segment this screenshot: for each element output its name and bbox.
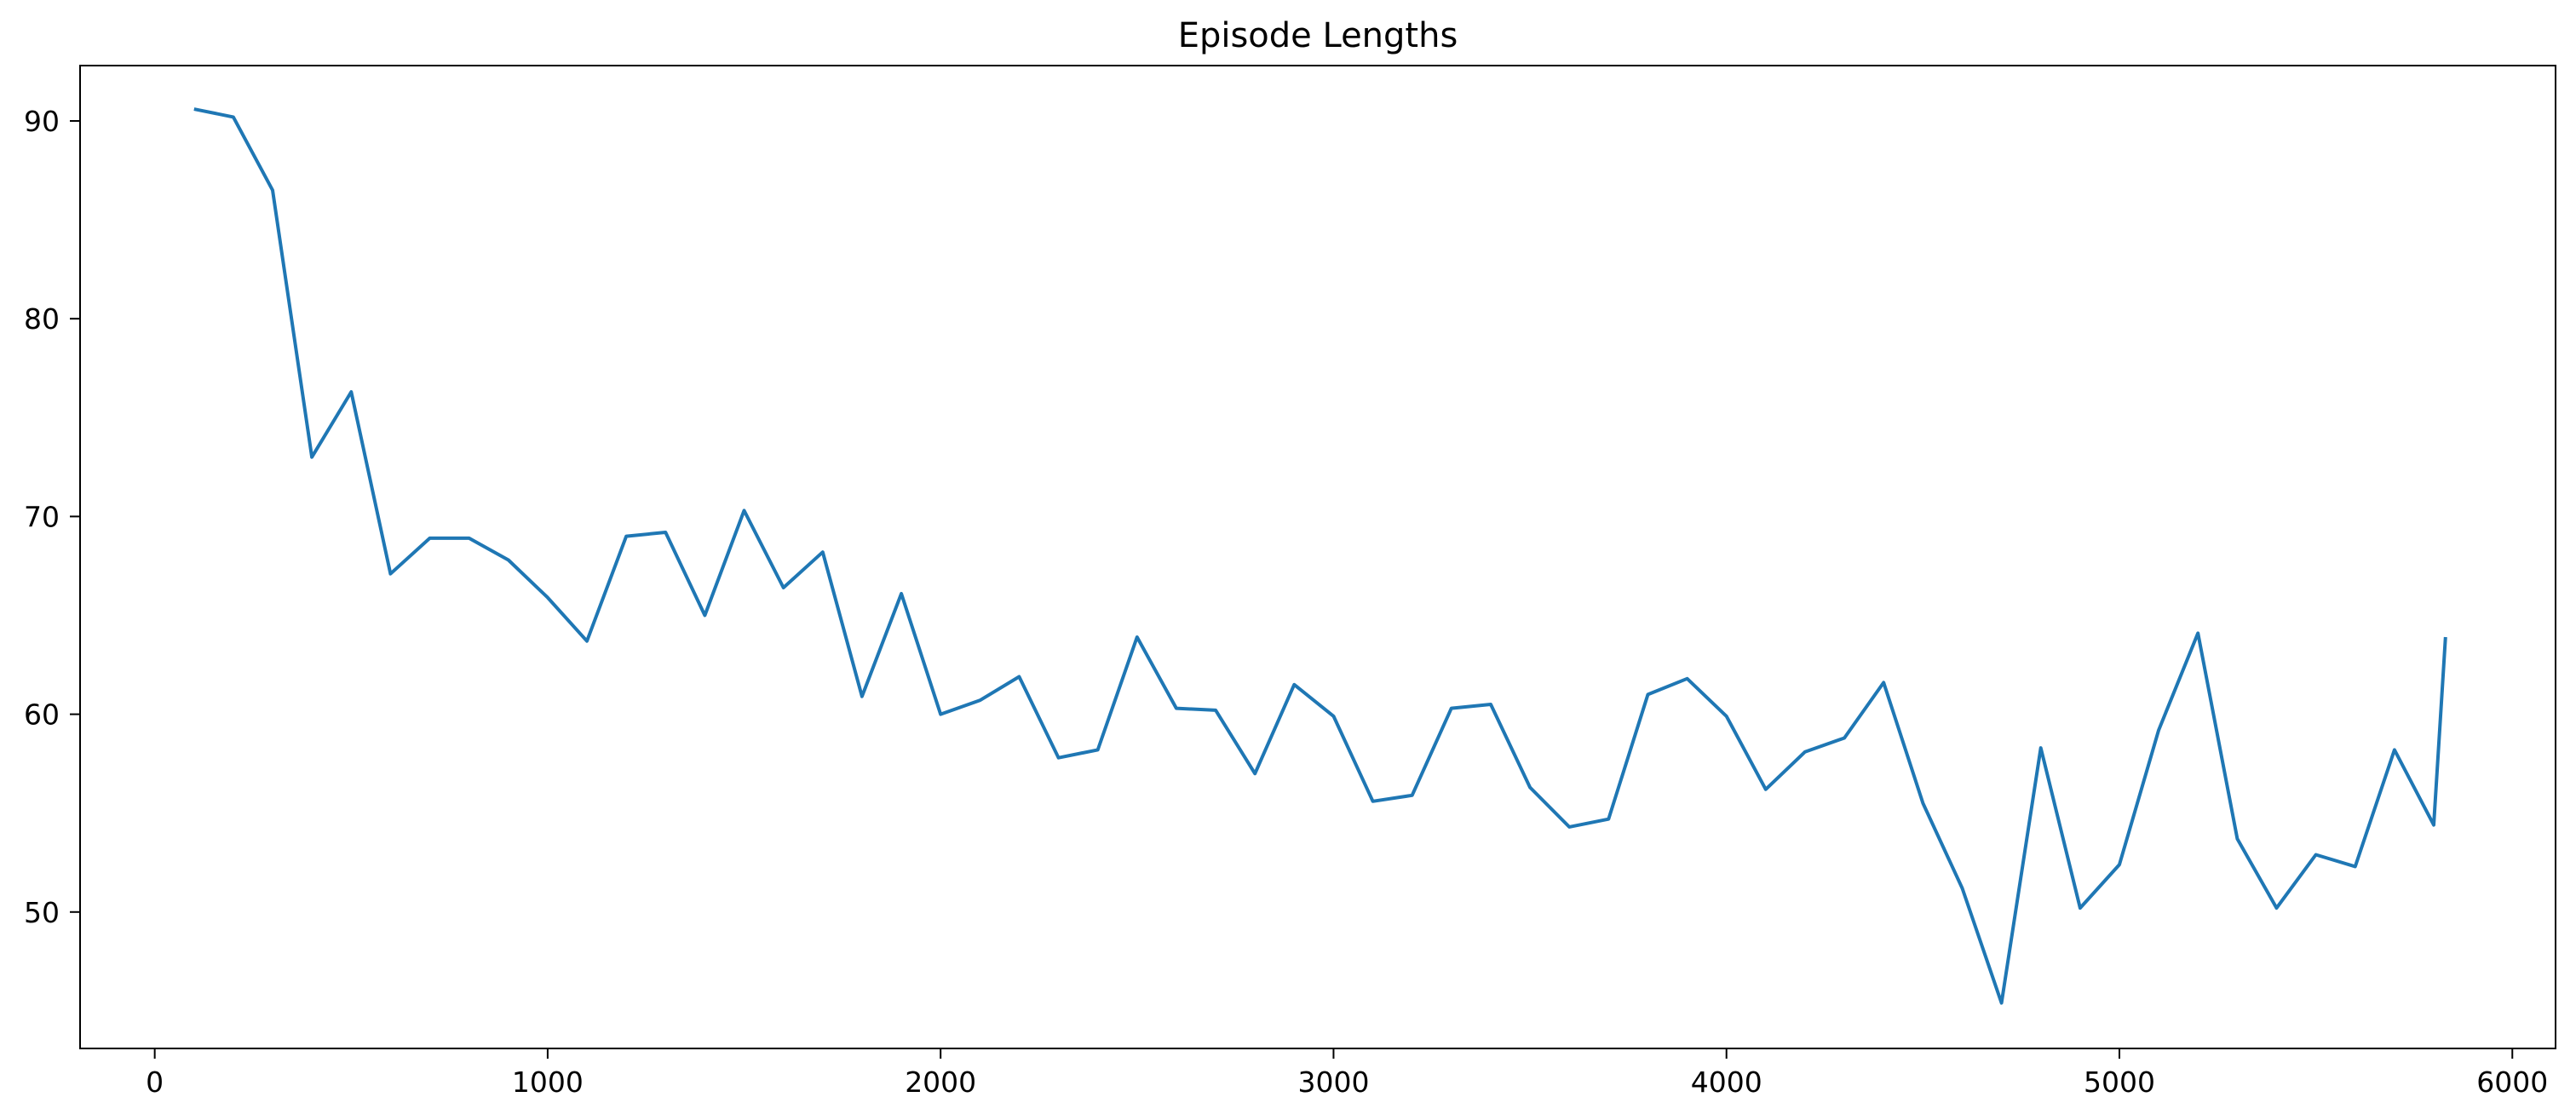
x-tick-label: 5000 bbox=[2084, 1065, 2155, 1099]
y-tick-label: 70 bbox=[24, 500, 60, 533]
chart-title: Episode Lengths bbox=[1178, 16, 1458, 55]
x-tick-label: 6000 bbox=[2476, 1065, 2548, 1099]
y-tick-label: 60 bbox=[24, 698, 60, 732]
plot-frame bbox=[79, 65, 2556, 1049]
x-axis-ticks: 0 1000 2000 3000 4000 5000 6000 bbox=[146, 1048, 2548, 1099]
y-axis-ticks: 50 60 70 80 90 bbox=[24, 105, 80, 929]
x-tick-label: 1000 bbox=[512, 1065, 584, 1099]
x-tick-label: 3000 bbox=[1297, 1065, 1369, 1099]
y-tick-label: 80 bbox=[24, 302, 60, 336]
x-tick-label: 2000 bbox=[905, 1065, 976, 1099]
y-tick-label: 90 bbox=[24, 105, 60, 138]
y-tick-label: 50 bbox=[24, 896, 60, 929]
x-tick-label: 4000 bbox=[1691, 1065, 1762, 1099]
series-line bbox=[193, 107, 2447, 1005]
x-tick-label: 0 bbox=[146, 1065, 164, 1099]
